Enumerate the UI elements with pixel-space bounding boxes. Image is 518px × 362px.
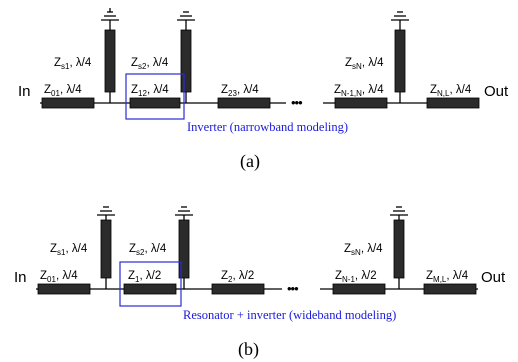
- series-line-zml-b: [423, 283, 477, 295]
- series-label-z01-b: Z01, λ/4: [40, 270, 78, 284]
- ground-symbol-2-b: [175, 206, 193, 216]
- note-b: Resonator + inverter (wideband modeling): [183, 308, 396, 322]
- series-label-zml-b: ZM,L, λ/4: [426, 270, 469, 284]
- in-label-a: In: [18, 83, 31, 100]
- shunt-stub-n-b: [393, 219, 405, 279]
- panel-a: In Out ••• Zs1, λ/4 Zs2, λ/4 ZsN, λ/4 Z0…: [18, 8, 509, 172]
- series-label-znl-a: ZN,L, λ/4: [430, 84, 472, 98]
- shunt-stub-2-b: [178, 219, 190, 279]
- series-line-znl-a: [426, 97, 480, 109]
- shunt-label-2-a: Zs2, λ/4: [131, 57, 169, 71]
- series-line-zn1-b: [332, 283, 386, 295]
- series-line-z2-b: [211, 283, 265, 295]
- series-label-zn1n-a: ZN-1,N, λ/4: [334, 84, 384, 98]
- series-line-z12-a: [129, 97, 181, 109]
- caption-b: (b): [238, 339, 259, 360]
- panel-b: In Out ••• Zs1, λ/4 Zs2, λ/4 ZsN, λ/4 Z0…: [14, 206, 506, 360]
- in-label-b: In: [14, 269, 27, 286]
- ground-symbol-1-a: [101, 8, 119, 21]
- ground-symbol-n-a: [391, 11, 409, 21]
- ground-symbol-1-b: [97, 206, 115, 216]
- series-label-zn1-b: ZN-1, λ/2: [335, 270, 377, 284]
- series-label-z2-b: Z2, λ/2: [221, 270, 254, 284]
- shunt-label-1-b: Zs1, λ/4: [50, 243, 88, 257]
- series-line-z1-b: [123, 283, 177, 295]
- series-label-z23-a: Z23, λ/4: [221, 84, 259, 98]
- shunt-stub-1-a: [104, 29, 116, 93]
- ellipsis-b: •••: [287, 281, 299, 296]
- series-label-z01-a: Z01, λ/4: [44, 84, 82, 98]
- ellipsis-a: •••: [291, 95, 303, 110]
- series-line-z01-b: [37, 283, 91, 295]
- shunt-label-1-a: Zs1, λ/4: [54, 57, 92, 71]
- series-line-z01-a: [41, 97, 95, 109]
- out-label-a: Out: [484, 83, 509, 100]
- series-line-z23-a: [217, 97, 271, 109]
- inverter-highlight-box-a: [125, 73, 185, 120]
- shunt-stub-1-b: [100, 219, 112, 279]
- caption-a: (a): [240, 151, 260, 172]
- series-label-z1-b: Z1, λ/2: [128, 270, 161, 284]
- series-line-zn1n-a: [334, 97, 388, 109]
- ground-symbol-n-b: [390, 206, 408, 216]
- shunt-label-n-a: ZsN, λ/4: [345, 57, 384, 71]
- shunt-label-n-b: ZsN, λ/4: [344, 243, 383, 257]
- out-label-b: Out: [481, 269, 506, 286]
- resonator-highlight-box-b: [119, 261, 182, 307]
- shunt-label-2-b: Zs2, λ/4: [129, 243, 167, 257]
- note-a: Inverter (narrowband modeling): [187, 120, 348, 134]
- shunt-stub-2-a: [180, 29, 192, 93]
- series-label-z12-a: Z12, λ/4: [131, 84, 169, 98]
- ground-symbol-2-a: [177, 11, 195, 21]
- shunt-stub-n-a: [394, 29, 406, 93]
